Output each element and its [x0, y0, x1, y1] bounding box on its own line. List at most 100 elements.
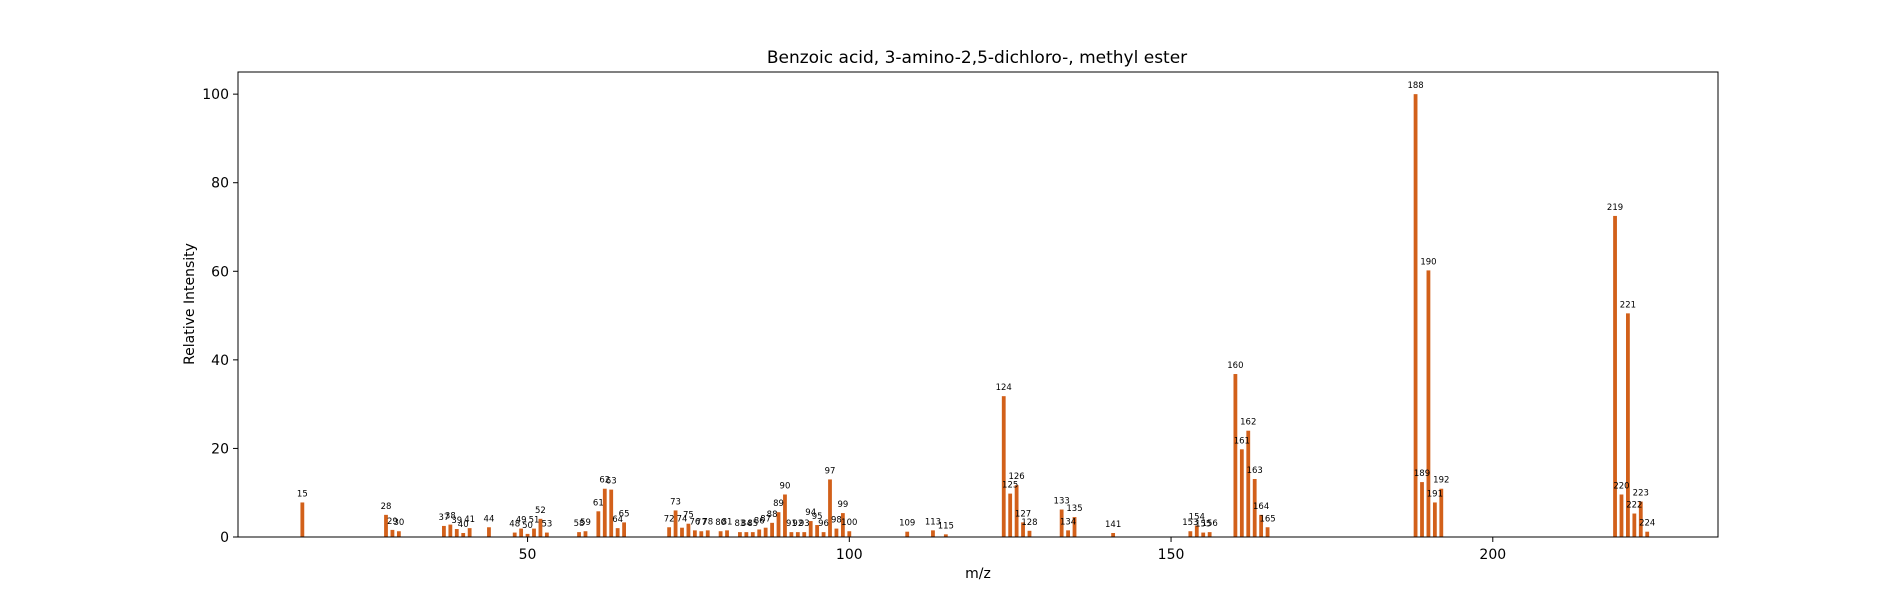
peak-label-126: 126 — [1008, 472, 1024, 482]
peak-label-52: 52 — [535, 506, 546, 516]
peak-label-81: 81 — [722, 517, 733, 527]
peak-label-99: 99 — [837, 500, 848, 510]
peak-label-95: 95 — [812, 512, 823, 522]
peak-bar-93 — [802, 532, 807, 537]
peak-label-40: 40 — [458, 520, 469, 530]
peak-bar-96 — [821, 532, 826, 537]
peak-bar-85 — [750, 532, 755, 537]
peak-bar-91 — [789, 532, 794, 537]
y-axis: 0 20 40 60 80 100 — [202, 87, 238, 546]
peak-label-49: 49 — [516, 516, 527, 526]
peak-bar-52 — [538, 518, 543, 537]
peak-bar-100 — [847, 531, 852, 537]
peak-label-37: 37 — [438, 513, 449, 523]
peak-bar-51 — [532, 528, 536, 537]
peak-label-221: 221 — [1620, 300, 1636, 310]
peak-bar-39 — [454, 529, 459, 537]
peak-label-41: 41 — [464, 515, 475, 525]
peak-label-38: 38 — [445, 512, 456, 522]
peak-bar-73 — [673, 510, 678, 537]
peak-bar-44 — [487, 527, 491, 537]
peak-label-91: 91 — [786, 519, 797, 529]
peak-bar-48 — [512, 532, 517, 537]
peak-label-48: 48 — [509, 520, 520, 530]
peak-label-29: 29 — [387, 517, 398, 527]
peak-label-98: 98 — [831, 516, 842, 526]
peak-bar-223 — [1638, 501, 1643, 537]
peak-label-58: 58 — [574, 519, 585, 529]
peak-label-53: 53 — [541, 520, 552, 530]
peak-bar-89 — [776, 512, 781, 537]
peak-label-223: 223 — [1633, 489, 1649, 499]
peak-bar-162 — [1246, 430, 1251, 537]
bars-layer — [300, 94, 1650, 537]
peak-label-156: 156 — [1202, 519, 1218, 529]
y-tick-label-100: 100 — [202, 87, 229, 103]
peak-label-109: 109 — [899, 519, 915, 529]
peak-label-28: 28 — [381, 502, 392, 512]
peak-label-15: 15 — [297, 489, 308, 499]
peak-bar-156 — [1207, 532, 1212, 537]
peak-bar-72 — [667, 527, 672, 537]
peak-bar-165 — [1265, 527, 1270, 537]
peak-bar-84 — [744, 532, 749, 537]
peak-bar-153 — [1188, 531, 1193, 537]
peak-label-141: 141 — [1105, 520, 1121, 530]
peak-label-87: 87 — [760, 515, 771, 525]
peak-bar-221 — [1626, 313, 1630, 537]
peak-label-94: 94 — [805, 508, 816, 518]
peak-bar-59 — [583, 531, 588, 537]
peak-label-125: 125 — [1002, 481, 1018, 491]
peak-bar-189 — [1420, 482, 1424, 537]
peak-bar-63 — [609, 489, 614, 537]
peak-label-124: 124 — [996, 383, 1012, 393]
peak-label-50: 50 — [522, 521, 533, 531]
peak-label-77: 77 — [696, 518, 707, 528]
peak-bar-191 — [1432, 502, 1437, 537]
peak-label-96: 96 — [818, 519, 829, 529]
peak-label-61: 61 — [593, 498, 604, 508]
peak-label-59: 59 — [580, 518, 591, 528]
peak-label-83: 83 — [734, 519, 745, 529]
peak-bar-86 — [757, 529, 762, 537]
y-tick-label-60: 60 — [211, 264, 229, 280]
peak-bar-124 — [1001, 396, 1006, 537]
peak-bar-80 — [718, 531, 723, 537]
peak-bar-161 — [1239, 449, 1244, 537]
peak-label-78: 78 — [702, 517, 713, 527]
peak-bar-29 — [390, 529, 395, 537]
peak-bar-30 — [396, 531, 401, 537]
y-tick-label-80: 80 — [211, 176, 229, 192]
peak-label-190: 190 — [1420, 257, 1436, 267]
peak-label-76: 76 — [689, 517, 700, 527]
peak-bar-128 — [1027, 530, 1032, 537]
peak-bar-28 — [384, 514, 388, 537]
peak-label-153: 153 — [1182, 518, 1198, 528]
peak-label-65: 65 — [619, 509, 630, 519]
peak-bar-64 — [615, 528, 620, 537]
peak-label-74: 74 — [677, 515, 688, 525]
peak-label-63: 63 — [606, 477, 617, 487]
x-tick-label-150: 150 — [1158, 547, 1185, 563]
x-axis: 50 100 150 200 — [519, 537, 1506, 563]
peak-bar-81 — [725, 530, 729, 537]
peak-label-165: 165 — [1259, 514, 1275, 524]
peak-label-51: 51 — [529, 516, 540, 526]
y-tick-label-20: 20 — [211, 441, 229, 457]
peak-label-162: 162 — [1240, 418, 1256, 428]
peak-bar-74 — [680, 527, 684, 537]
peak-label-191: 191 — [1427, 489, 1443, 499]
peak-label-84: 84 — [741, 519, 752, 529]
peak-bar-126 — [1014, 485, 1019, 537]
peak-label-155: 155 — [1195, 520, 1211, 530]
peak-label-72: 72 — [664, 514, 675, 524]
peak-bar-220 — [1619, 494, 1624, 537]
peak-label-163: 163 — [1247, 466, 1263, 476]
peak-label-154: 154 — [1189, 512, 1205, 522]
peak-label-73: 73 — [670, 497, 681, 507]
peak-label-30: 30 — [393, 518, 404, 528]
peak-label-164: 164 — [1253, 502, 1269, 512]
peak-bar-94 — [808, 521, 813, 537]
peak-label-80: 80 — [715, 518, 726, 528]
peak-bar-88 — [770, 522, 774, 537]
